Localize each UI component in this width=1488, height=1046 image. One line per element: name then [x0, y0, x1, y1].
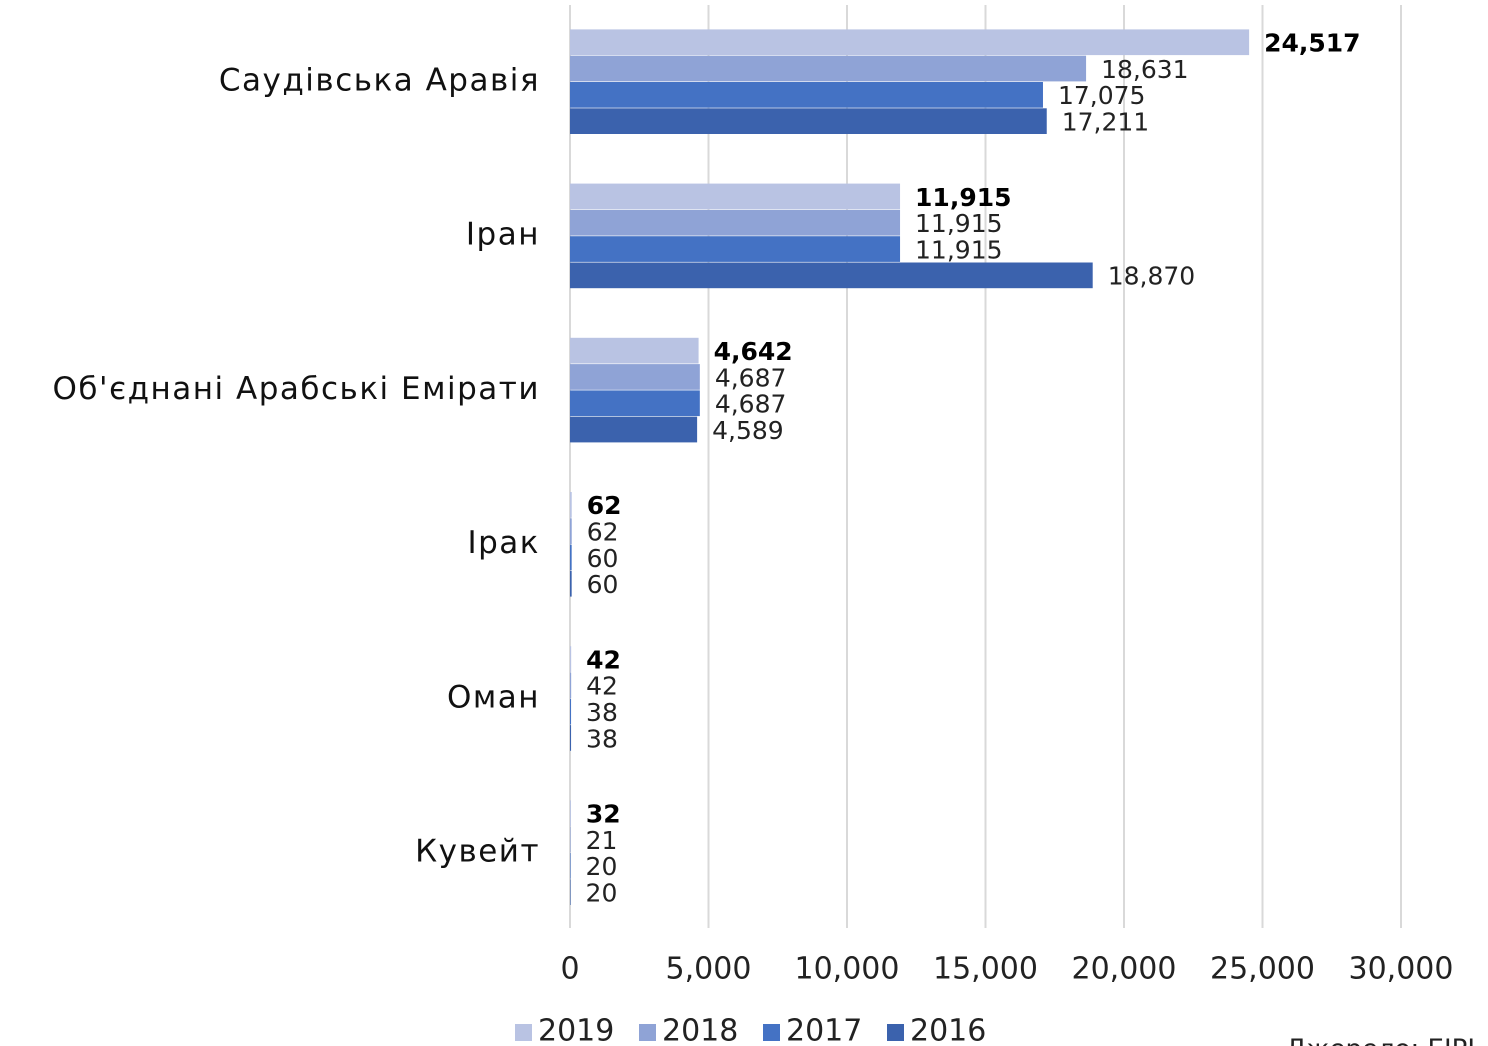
x-tick-label: 30,000 [1349, 952, 1454, 987]
value-label: 11,915 [915, 209, 1002, 238]
value-label: 20 [586, 852, 618, 881]
bar [570, 518, 572, 544]
value-label: 60 [587, 570, 619, 599]
value-label: 24,517 [1264, 29, 1360, 58]
bar [570, 725, 572, 751]
value-label: 38 [586, 724, 618, 753]
legend-swatch [763, 1024, 780, 1041]
category-label: Ірак [467, 525, 540, 561]
x-tick-label: 15,000 [933, 952, 1038, 987]
value-label: 20 [586, 878, 618, 907]
value-label: 18,870 [1108, 262, 1195, 291]
bar [570, 209, 901, 236]
legend-label: 2018 [662, 1014, 738, 1046]
bar [570, 672, 572, 699]
bar [570, 698, 572, 725]
category-label: Іран [466, 217, 540, 253]
category-label: Саудівська Аравія [219, 63, 540, 99]
x-tick-label: 0 [560, 952, 579, 987]
bar [570, 800, 571, 827]
bar [570, 544, 572, 571]
bar [570, 416, 698, 443]
value-label: 60 [587, 544, 619, 573]
bar [570, 570, 572, 597]
legend-swatch [887, 1024, 904, 1041]
bar [570, 337, 699, 364]
value-label: 11,915 [915, 183, 1011, 212]
value-label: 62 [587, 517, 619, 546]
bar [570, 82, 1043, 108]
x-tick-label: 10,000 [795, 952, 900, 987]
bar [570, 390, 700, 417]
legend-label: 2016 [910, 1014, 986, 1046]
bar [570, 29, 1250, 56]
value-label: 62 [587, 491, 622, 520]
bar [570, 879, 571, 905]
legend-swatch [639, 1024, 656, 1041]
bar [570, 646, 572, 672]
bar [570, 108, 1047, 134]
value-label: 11,915 [915, 235, 1002, 264]
x-tick-label: 20,000 [1072, 952, 1177, 987]
value-label: 4,687 [715, 363, 787, 392]
legend-label: 2017 [786, 1014, 862, 1046]
value-label: 17,211 [1062, 107, 1149, 136]
bar [570, 183, 901, 210]
value-label: 4,687 [715, 390, 787, 419]
category-label: Кувейт [415, 834, 540, 870]
value-label: 18,631 [1101, 55, 1188, 84]
value-label: 42 [586, 672, 618, 701]
bar [570, 55, 1087, 82]
bar [570, 236, 901, 262]
legend-label: 2019 [538, 1014, 614, 1046]
legend-swatch [515, 1024, 532, 1041]
bar [570, 826, 571, 853]
value-label: 4,589 [712, 416, 784, 445]
x-tick-label: 25,000 [1210, 952, 1315, 987]
source: Джерело: EIPI [1286, 1035, 1475, 1046]
value-label: 32 [586, 800, 621, 829]
value-label: 38 [586, 698, 618, 727]
bar [570, 853, 571, 879]
value-label: 4,642 [714, 337, 793, 366]
bar [570, 262, 1093, 289]
value-label: 21 [586, 826, 618, 855]
value-label: 17,075 [1058, 81, 1145, 110]
category-label: Об'єднані Арабські Емірати [53, 371, 540, 407]
x-tick-label: 5,000 [666, 952, 752, 987]
category-label: Оман [447, 679, 540, 715]
value-label: 42 [586, 645, 621, 674]
bar [570, 364, 700, 390]
bar [570, 492, 572, 518]
